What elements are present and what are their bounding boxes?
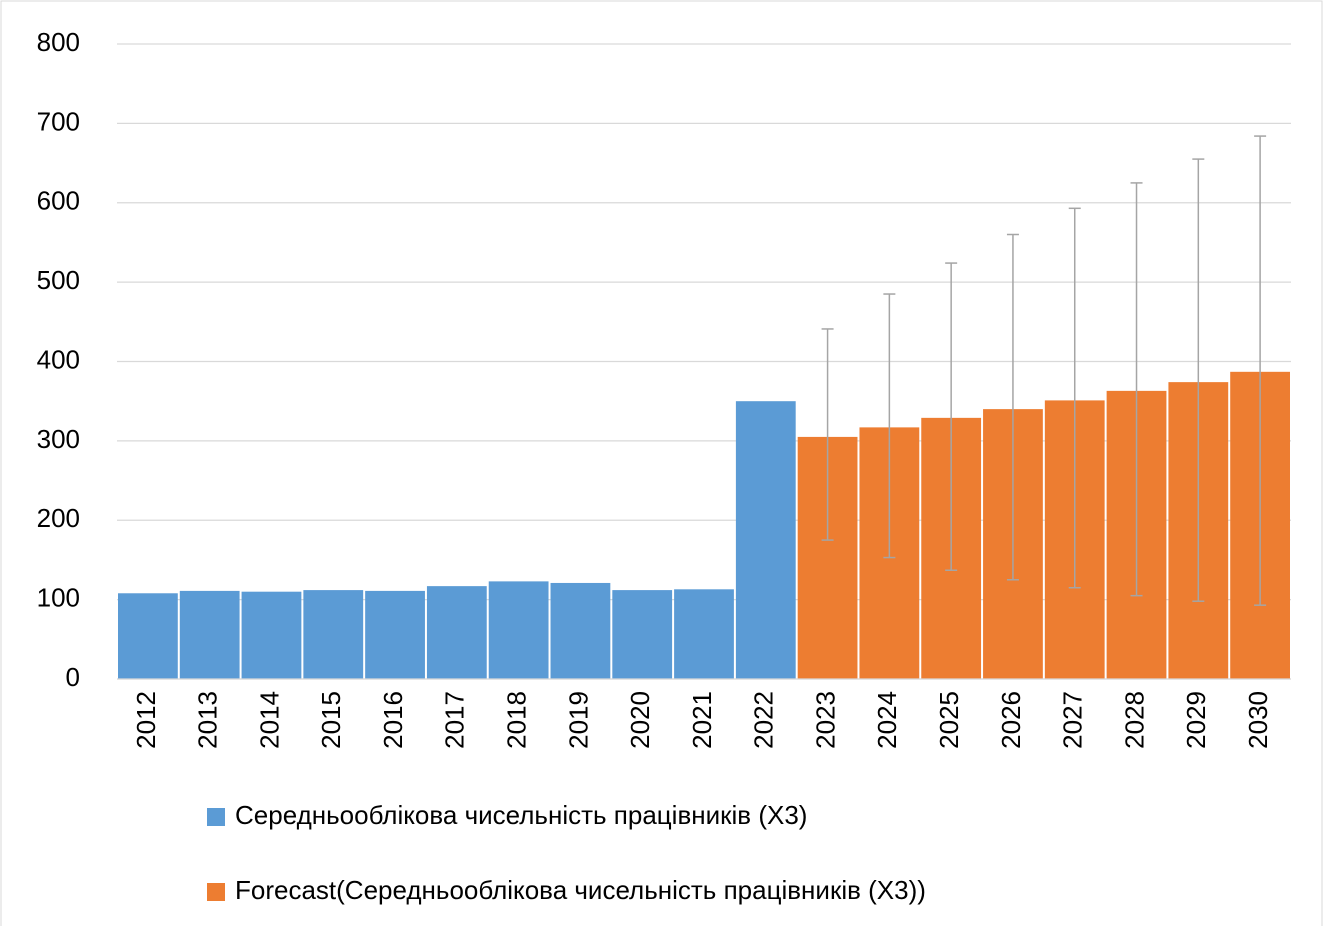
x-tick-label: 2029 — [1181, 691, 1211, 749]
x-tick-label: 2026 — [996, 691, 1026, 749]
bar — [365, 590, 425, 679]
y-tick-label: 400 — [37, 344, 80, 374]
y-tick-label: 600 — [37, 186, 80, 216]
bar — [674, 589, 734, 679]
x-tick-label: 2012 — [131, 691, 161, 749]
x-tick-label: 2024 — [872, 691, 902, 749]
bar — [179, 590, 240, 679]
bar — [118, 593, 178, 679]
x-tick-label: 2015 — [316, 691, 346, 749]
x-tick-label: 2022 — [749, 691, 779, 749]
x-tick-label: 2023 — [810, 691, 840, 749]
y-tick-label: 200 — [37, 503, 80, 533]
bar — [241, 591, 302, 679]
y-tick-label: 100 — [37, 583, 80, 613]
legend-swatch — [207, 883, 225, 901]
x-tick-label: 2027 — [1058, 691, 1088, 749]
x-tick-label: 2019 — [563, 691, 593, 749]
bar — [735, 401, 796, 679]
legend-label: Forecast(Середньооблікова чисельність пр… — [235, 875, 926, 905]
x-tick-label: 2017 — [440, 691, 470, 749]
y-tick-label: 300 — [37, 424, 80, 454]
x-tick-label: 2013 — [193, 691, 223, 749]
x-tick-label: 2028 — [1119, 691, 1149, 749]
x-tick-label: 2016 — [378, 691, 408, 749]
x-tick-label: 2030 — [1243, 691, 1273, 749]
y-tick-label: 700 — [37, 106, 80, 136]
x-tick-label: 2018 — [502, 691, 532, 749]
x-tick-label: 2021 — [687, 691, 717, 749]
legend-swatch — [207, 808, 225, 826]
y-tick-label: 500 — [37, 265, 80, 295]
y-tick-label: 800 — [37, 27, 80, 57]
y-tick-label: 0 — [66, 662, 80, 692]
bar — [612, 590, 673, 679]
x-tick-label: 2014 — [254, 691, 284, 749]
bar — [488, 581, 549, 679]
x-tick-label: 2025 — [934, 691, 964, 749]
bar — [303, 590, 364, 679]
bar — [550, 582, 611, 679]
legend-label: Середньооблікова чисельність працівників… — [235, 800, 807, 830]
x-tick-label: 2020 — [625, 691, 655, 749]
bar — [426, 586, 487, 679]
